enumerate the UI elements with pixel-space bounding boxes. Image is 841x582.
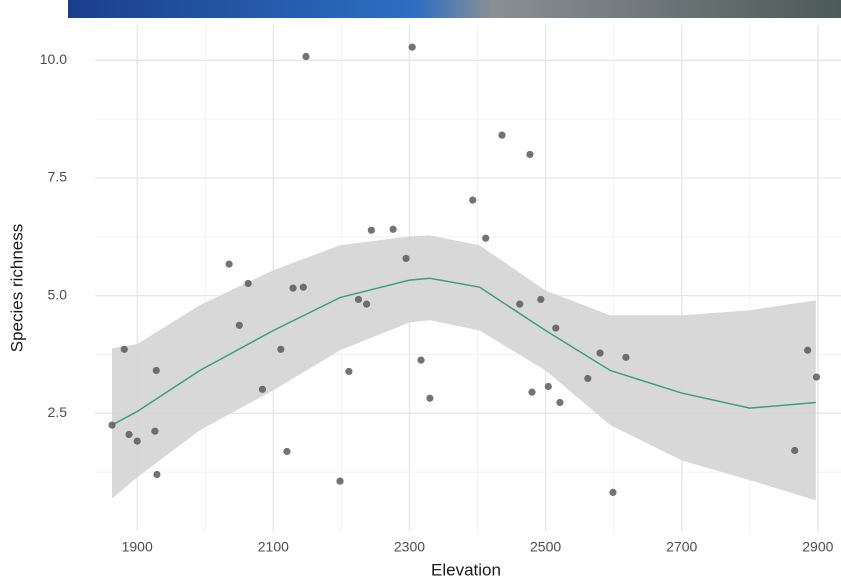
data-point	[277, 345, 285, 353]
smooth-line	[111, 277, 816, 426]
x-tick-label: 2700	[666, 539, 697, 555]
y-tick-label: 10.0	[40, 51, 67, 67]
data-point	[125, 430, 133, 439]
data-point	[544, 382, 552, 391]
data-point	[153, 470, 161, 479]
confidence-band	[112, 235, 816, 501]
x-tick-label: 2500	[530, 539, 561, 555]
data-point	[336, 477, 344, 485]
x-tick-label: 2300	[394, 539, 425, 555]
data-point	[345, 367, 353, 376]
x-tick-label: 2900	[802, 539, 833, 555]
data-point	[417, 356, 425, 364]
data-point	[791, 446, 799, 455]
data-point	[120, 345, 128, 353]
x-tick-label: 1900	[122, 539, 153, 555]
data-point	[426, 394, 434, 402]
data-point	[367, 226, 375, 234]
data-point	[482, 234, 490, 242]
data-point	[133, 437, 141, 445]
data-point	[526, 150, 534, 159]
data-point	[258, 385, 267, 393]
data-point	[302, 52, 310, 61]
data-point	[552, 324, 560, 332]
y-axis-title: Species richness	[7, 224, 26, 353]
data-point	[516, 300, 524, 308]
y-tick-label: 7.5	[48, 169, 68, 185]
data-point	[362, 300, 371, 308]
data-point	[299, 283, 307, 291]
data-point	[408, 43, 416, 51]
data-point	[469, 196, 477, 204]
data-point	[622, 353, 630, 361]
data-point	[225, 260, 233, 268]
data-point	[402, 254, 410, 263]
data-point	[804, 346, 812, 354]
data-point	[152, 366, 160, 375]
data-point	[596, 349, 604, 357]
data-point	[151, 427, 159, 435]
header-image	[68, 0, 841, 18]
data-point	[108, 421, 116, 429]
x-tick-label: 2100	[258, 539, 289, 555]
data-point	[556, 398, 564, 407]
data-point	[812, 373, 821, 381]
data-point	[528, 388, 536, 396]
x-axis-title: Elevation	[431, 560, 501, 579]
data-point	[389, 225, 397, 233]
data-point	[235, 321, 243, 329]
y-tick-label: 5.0	[48, 286, 68, 302]
y-tick-label: 2.5	[48, 404, 68, 420]
data-point	[498, 131, 506, 139]
data-point	[537, 295, 545, 304]
data-point	[584, 374, 592, 383]
data-point	[244, 279, 252, 288]
data-point	[283, 447, 291, 456]
data-point	[289, 284, 297, 292]
data-point	[354, 295, 363, 304]
data-point	[609, 488, 617, 497]
